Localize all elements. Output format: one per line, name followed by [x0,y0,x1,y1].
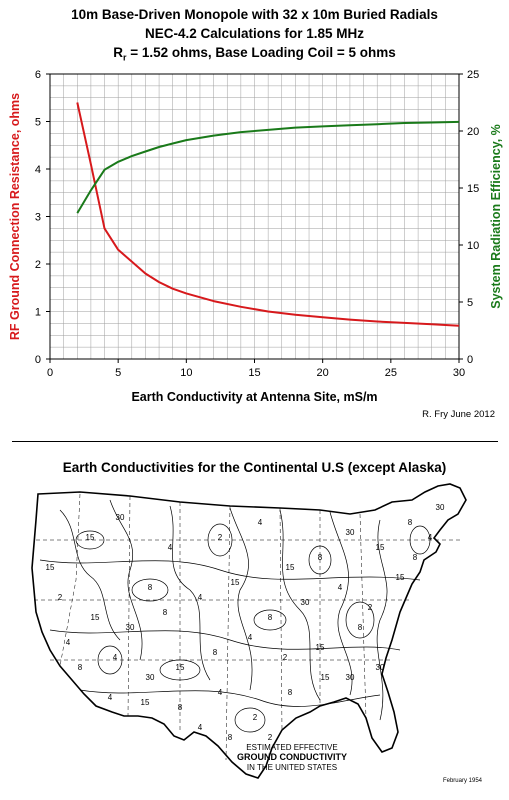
map-region-label: 15 [396,573,405,582]
efficiency-series-line [76,120,460,214]
map-region-label: 8 [318,553,323,562]
map-region-label: 4 [168,543,173,552]
map-region-label: 30 [346,528,355,537]
y2-tick-label: 5 [467,297,473,309]
y2-tick-label: 15 [467,183,479,195]
map-region-label: 4 [218,688,223,697]
y-tick-label: 2 [35,259,41,271]
map-caption-line2: GROUND CONDUCTIVITY [237,752,347,762]
section-divider [12,441,498,442]
map-region-label: 15 [91,613,100,622]
map-region-label: 2 [253,713,258,722]
y2-tick-label: 25 [467,69,479,81]
map-date: February 1954 [443,778,483,784]
map-region-label: 30 [116,513,125,522]
y2-tick-label: 20 [467,126,479,138]
map-region-label: 30 [346,673,355,682]
map-region-label: 15 [316,643,325,652]
us-outline [31,483,467,779]
map-region-label: 15 [231,578,240,587]
map-region-label: 2 [283,653,288,662]
title-r-symbol: R [113,45,123,60]
map-region-label: 4 [428,533,433,542]
map-region-label: 2 [58,593,63,602]
map-region-label: 4 [113,653,118,662]
y2-tick-label: 0 [467,354,473,366]
x-tick-label: 20 [317,367,329,379]
map-region-label: 8 [268,613,273,622]
x-tick-label: 5 [115,367,121,379]
map-region-label: 4 [108,693,113,702]
map-region-label: 8 [358,623,363,632]
map-region-label: 15 [321,673,330,682]
map-region-label: 30 [301,598,310,607]
map-region-label: 8 [213,648,218,657]
map-region-labels: 15 30 8 4 2 4 15 8 30 15 8 4 2 15 30 8 4 15 8 30 4 2 15 8 4 30 15 8… [46,503,445,742]
chart-title-line3: Rr = 1.52 ohms, Base Loading Coil = 5 oh… [0,45,509,63]
map-region-label: 8 [288,688,293,697]
map-region-label: 4 [338,583,343,592]
ground-conductivity-map: 15 30 8 4 2 4 15 8 30 15 8 4 2 15 30 8 4 15 8 30 4 2 15 8 4 30 15 8… [31,483,483,784]
map-region-label: 2 [218,533,223,542]
x-tick-label: 15 [248,367,260,379]
map-region-label: 4 [198,723,203,732]
map-region-label: 30 [436,503,445,512]
resistance-series-line [76,102,460,327]
map-region-label: 2 [268,733,273,742]
y-tick-label: 4 [35,164,41,176]
y-tick-label: 6 [35,69,41,81]
y2-axis-label: System Radiation Efficiency, % [489,124,503,309]
x-tick-label: 30 [453,367,465,379]
y2-tick-label: 10 [467,240,479,252]
map-region-label: 8 [408,518,413,527]
x-tick-label: 10 [180,367,192,379]
map-region-label: 30 [126,623,135,632]
map-region-label: 30 [376,663,385,672]
map-region-label: 15 [86,533,95,542]
x-tick-label: 25 [385,367,397,379]
map-region-label: 30 [146,673,155,682]
x-tick-label: 0 [47,367,53,379]
map-region-label: 4 [258,518,263,527]
x-axis-label: Earth Conductivity at Antenna Site, mS/m [131,390,377,404]
map-region-label: 8 [178,703,183,712]
map-region-label: 4 [198,593,203,602]
map-region-label: 2 [368,603,373,612]
map-region-label: 8 [413,553,418,562]
map-title: Earth Conductivities for the Continental… [62,460,447,475]
y-tick-label: 5 [35,117,41,129]
map-region-label: 8 [78,663,83,672]
map-caption-line1: ESTIMATED EFFECTIVE [246,743,337,752]
map-region-label: 4 [248,633,253,642]
y-tick-label: 1 [35,307,41,319]
region-boundaries [39,499,431,733]
map-region-label: 15 [141,698,150,707]
y-tick-label: 0 [35,354,41,366]
chart-title-line1: 10m Base-Driven Monopole with 32 x 10m B… [71,7,438,22]
chart-title-line2: NEC-4.2 Calculations for 1.85 MHz [144,26,365,41]
map-region-label: 4 [66,638,71,647]
chart-credit: R. Fry June 2012 [422,409,495,420]
map-region-label: 8 [148,583,153,592]
map-caption-line3: IN THE UNITED STATES [247,763,337,772]
map-region-label: 8 [163,608,168,617]
map-region-label: 15 [376,543,385,552]
map-region-label: 15 [286,563,295,572]
title-line3-rest: = 1.52 ohms, Base Loading Coil = 5 ohms [126,45,396,60]
map-region-label: 15 [176,663,185,672]
state-borders [34,493,460,761]
y-axis-label: RF Ground Connection Resistance, ohms [8,93,22,340]
map-region-label: 8 [228,733,233,742]
title-r-subscript: r [122,52,127,63]
y-tick-label: 3 [35,212,41,224]
map-region-label: 15 [46,563,55,572]
